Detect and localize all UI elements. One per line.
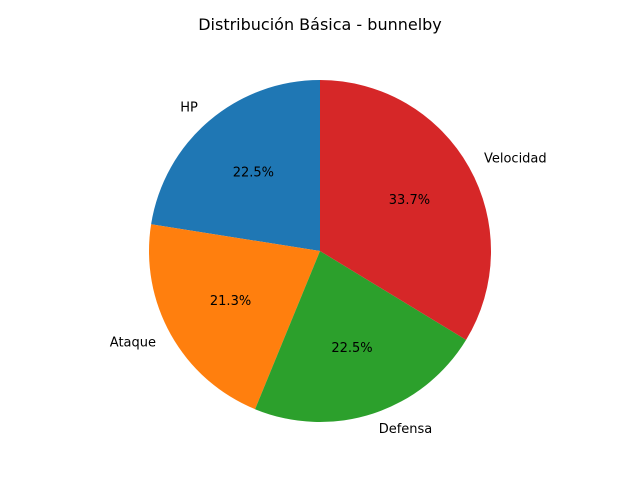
percent-label-ataque: 21.3% (210, 294, 251, 309)
pie-slices (149, 80, 491, 423)
slice-label-defensa: Defensa (379, 422, 433, 437)
pie-slice-defensa (255, 251, 467, 423)
slice-label-ataque: Ataque (110, 336, 156, 351)
percent-label-defensa: 22.5% (331, 341, 372, 356)
pie-slice-hp (151, 80, 320, 251)
slice-label-hp: HP (180, 100, 198, 115)
pie-labels: HP 22.5% Ataque 21.3% Defensa 22.5% Velocidad 3… (110, 100, 547, 437)
pie-slice-ataque (149, 224, 320, 410)
chart-title: Distribución Básica - bunnelby (198, 15, 442, 34)
percent-label-hp: 22.5% (233, 165, 274, 180)
pie-slice-velocidad (320, 80, 491, 340)
slice-label-velocidad: Velocidad (484, 151, 547, 166)
percent-label-velocidad: 33.7% (389, 193, 430, 208)
